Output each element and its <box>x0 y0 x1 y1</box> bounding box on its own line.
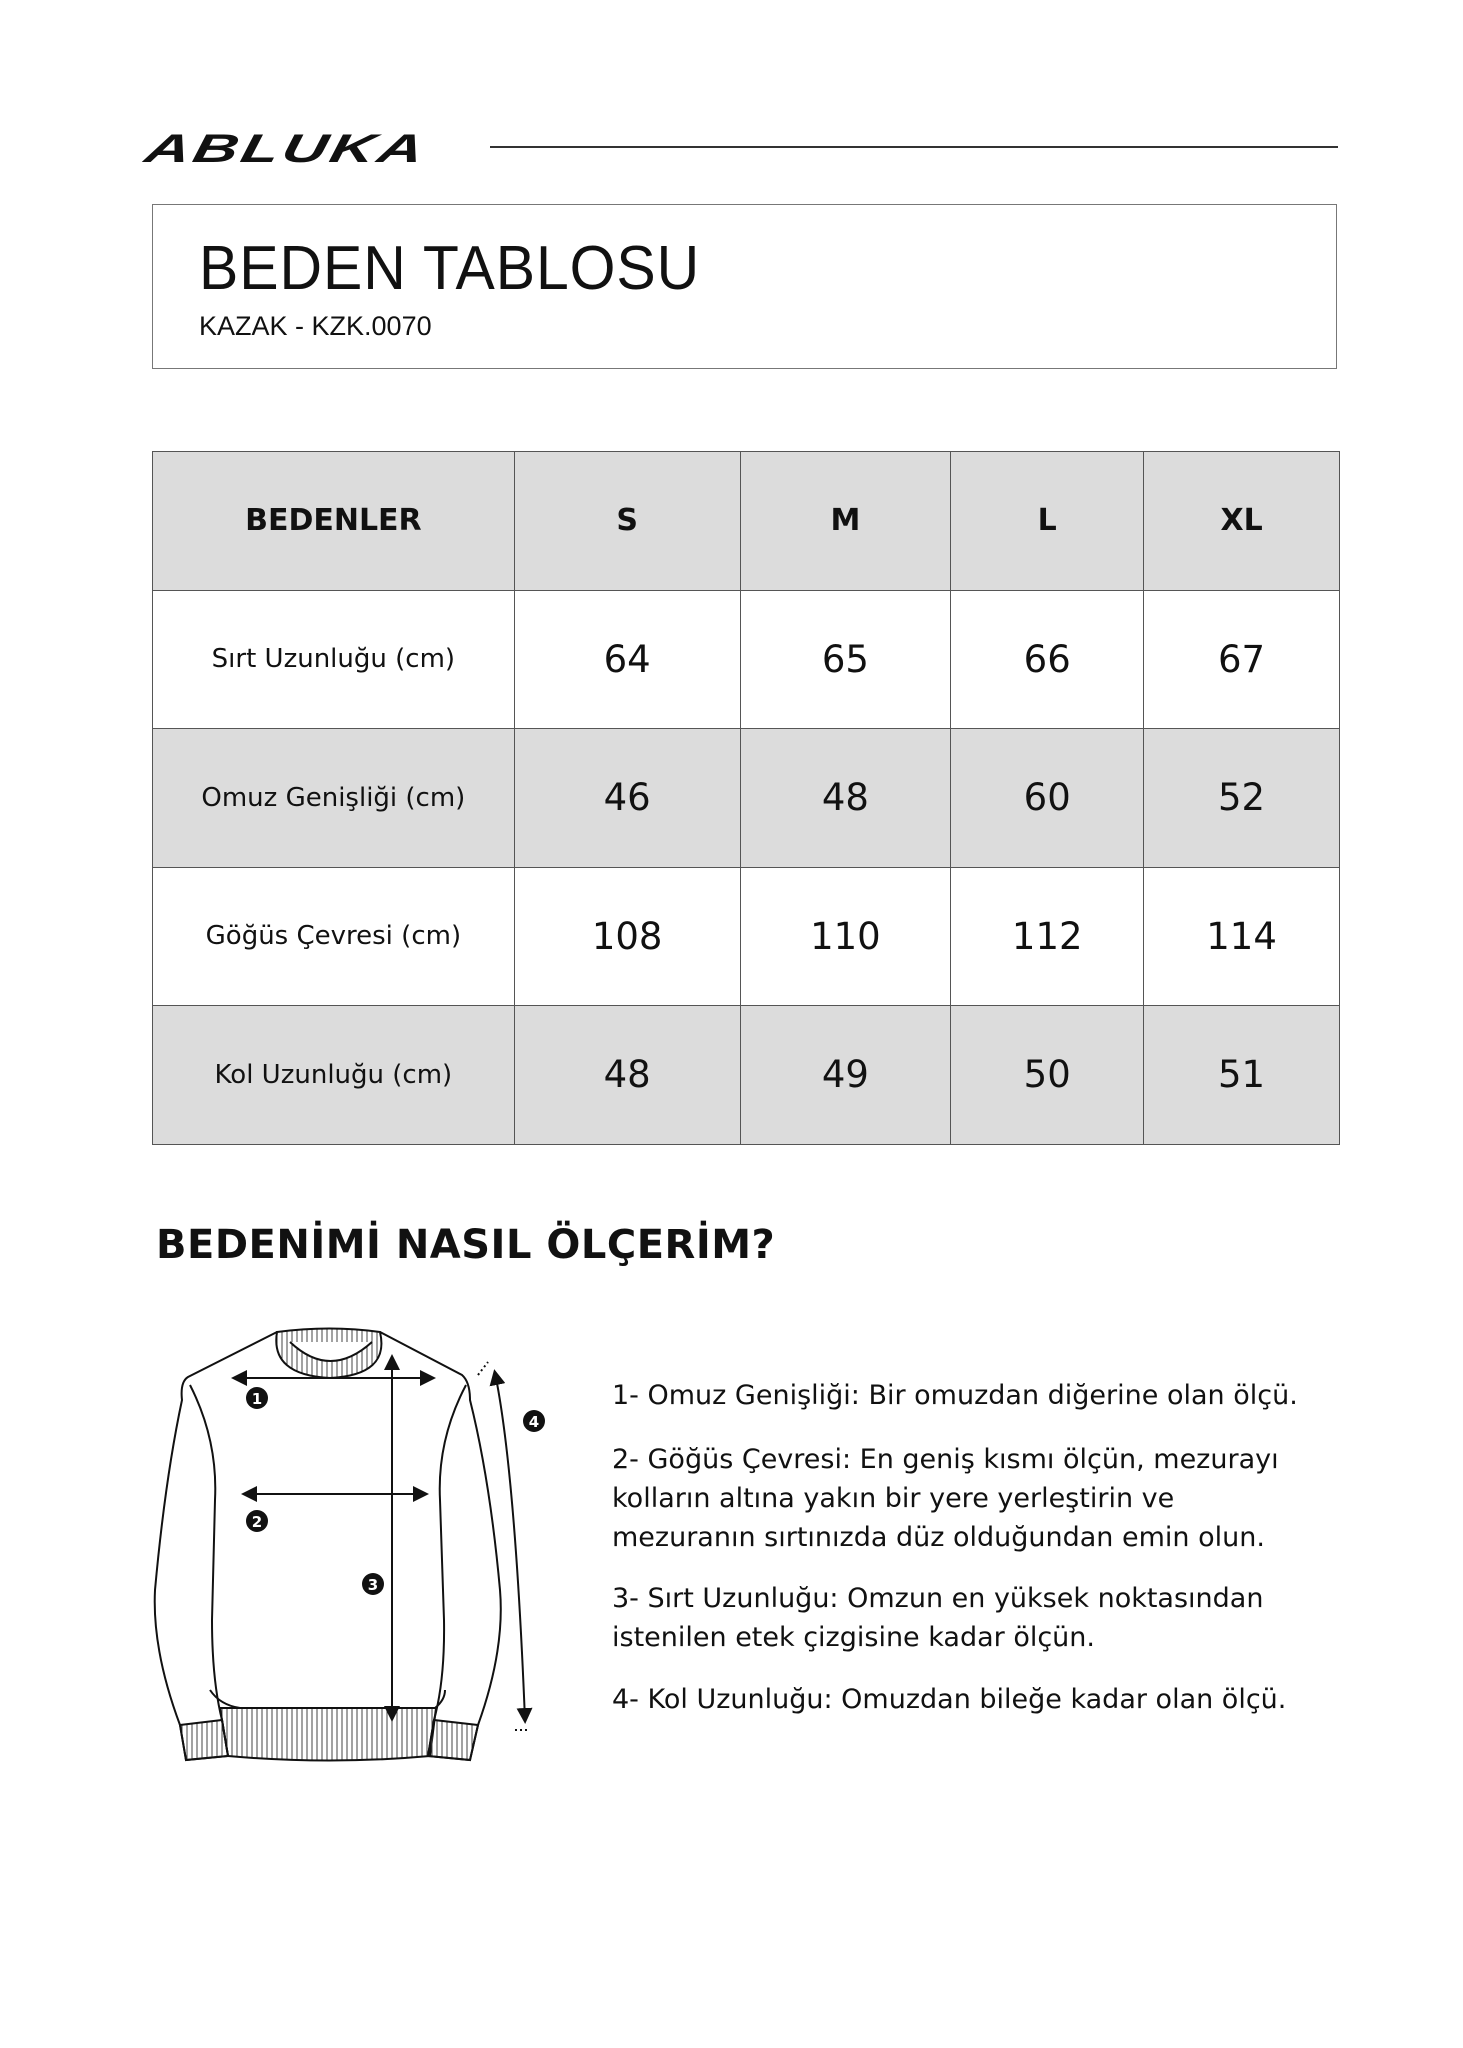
brand-logo: ABLUKA <box>141 127 432 171</box>
cell-value: 67 <box>1143 589 1340 729</box>
row-label: Kol Uzunluğu (cm) <box>152 1005 515 1145</box>
table-row: Sırt Uzunluğu (cm) 64 65 66 67 <box>152 589 1340 729</box>
instruction-sleeve: 4- Kol Uzunluğu: Omuzdan bileğe kadar ol… <box>612 1684 1287 1715</box>
svg-text:1: 1 <box>252 1390 262 1408</box>
row-label: Omuz Genişliği (cm) <box>152 728 515 868</box>
sweater-outline <box>153 1327 502 1762</box>
sweater-diagram: 1 2 3 4 <box>153 1327 545 1762</box>
cell-value: 65 <box>739 589 952 729</box>
cell-value: 49 <box>739 1005 952 1145</box>
row-label: Sırt Uzunluğu (cm) <box>152 589 515 729</box>
instruction-back-length: 3- Sırt Uzunluğu: Omzun en yüksek noktas… <box>612 1583 1264 1653</box>
col-header-m: M <box>739 451 952 591</box>
cell-value: 46 <box>513 728 741 868</box>
table-row: Omuz Genişliği (cm) 46 48 60 52 <box>152 728 1340 868</box>
svg-text:2: 2 <box>252 1513 262 1531</box>
cell-value: 112 <box>950 866 1145 1006</box>
marker-1: 1 <box>246 1387 268 1409</box>
cell-value: 52 <box>1143 728 1340 868</box>
table-row: Kol Uzunluğu (cm) 48 49 50 51 <box>152 1005 1340 1145</box>
marker-4: 4 <box>523 1410 545 1432</box>
marker-3: 3 <box>362 1573 384 1595</box>
table-header-row: BEDENLER S M L XL <box>152 451 1340 591</box>
svg-text:4: 4 <box>529 1413 539 1431</box>
col-header-l: L <box>950 451 1145 591</box>
cell-value: 64 <box>513 589 741 729</box>
cell-value: 50 <box>950 1005 1145 1145</box>
page-title: BEDEN TABLOSU <box>199 234 701 303</box>
sleeve-arrow <box>489 1369 533 1724</box>
cell-value: 66 <box>950 589 1145 729</box>
cell-value: 48 <box>739 728 952 868</box>
cell-value: 60 <box>950 728 1145 868</box>
title-box: BEDEN TABLOSU KAZAK - KZK.0070 <box>152 204 1337 369</box>
cell-value: 110 <box>739 866 952 1006</box>
col-header-sizes: BEDENLER <box>152 451 515 591</box>
svg-text:3: 3 <box>368 1576 378 1594</box>
product-code: KAZAK - KZK.0070 <box>199 311 432 341</box>
size-table: BEDENLER S M L XL Sırt Uzunluğu (cm) 64 … <box>152 451 1340 1145</box>
col-header-s: S <box>513 451 741 591</box>
col-header-xl: XL <box>1143 451 1340 591</box>
cell-value: 114 <box>1143 866 1340 1006</box>
header-rule <box>490 146 1338 148</box>
cell-value: 108 <box>513 866 741 1006</box>
marker-2: 2 <box>246 1510 268 1532</box>
row-label: Göğüs Çevresi (cm) <box>152 866 515 1006</box>
cell-value: 48 <box>513 1005 741 1145</box>
instruction-shoulder: 1- Omuz Genişliği: Bir omuzdan diğerine … <box>612 1380 1298 1411</box>
table-row: Göğüs Çevresi (cm) 108 110 112 114 <box>152 866 1340 1006</box>
howto-heading: BEDENİMİ NASIL ÖLÇERİM? <box>156 1222 776 1268</box>
cell-value: 51 <box>1143 1005 1340 1145</box>
instruction-chest: 2- Göğüs Çevresi: En geniş kısmı ölçün, … <box>612 1444 1279 1553</box>
